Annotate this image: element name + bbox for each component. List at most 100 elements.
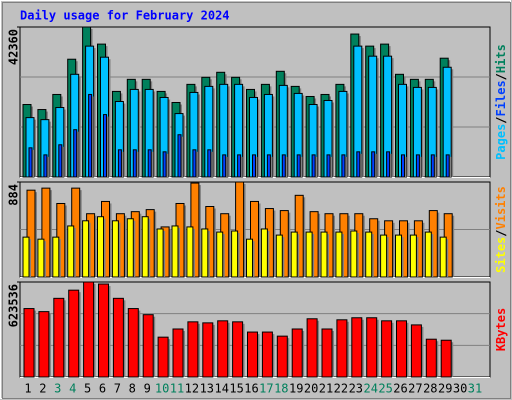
legend-separator: / bbox=[494, 230, 508, 237]
y-tick-label: 42360 bbox=[7, 29, 21, 65]
bar bbox=[351, 317, 363, 378]
bar bbox=[201, 228, 209, 278]
legend: KBytes bbox=[494, 308, 508, 351]
legend: Sites/Visits bbox=[494, 186, 508, 273]
legend-entry: Visits bbox=[494, 186, 508, 229]
bar bbox=[440, 339, 452, 378]
bar bbox=[58, 144, 63, 178]
bar bbox=[43, 154, 48, 178]
bar bbox=[52, 236, 60, 278]
bar bbox=[186, 226, 194, 278]
bar bbox=[275, 234, 283, 278]
bar bbox=[356, 151, 361, 178]
x-tick-label: 15 bbox=[229, 382, 243, 396]
x-tick-label: 8 bbox=[129, 382, 136, 396]
bar bbox=[132, 149, 137, 178]
x-tick-label: 26 bbox=[393, 382, 407, 396]
bar bbox=[311, 154, 316, 178]
bar bbox=[126, 218, 134, 278]
x-tick-label: 6 bbox=[99, 382, 106, 396]
bar bbox=[335, 231, 343, 278]
bar bbox=[261, 331, 273, 378]
bar bbox=[290, 231, 298, 278]
bar bbox=[162, 151, 167, 178]
x-tick-label: 16 bbox=[244, 382, 258, 396]
bar bbox=[217, 320, 229, 378]
bar bbox=[82, 220, 90, 278]
bar bbox=[142, 314, 154, 378]
bar bbox=[97, 216, 104, 278]
bar bbox=[207, 149, 212, 178]
bar bbox=[177, 134, 182, 178]
bar bbox=[53, 297, 65, 378]
bar bbox=[37, 238, 45, 278]
bar bbox=[83, 281, 95, 378]
x-tick-label: 10 bbox=[155, 382, 169, 396]
x-tick-label: 1 bbox=[24, 382, 31, 396]
x-tick-label: 7 bbox=[114, 382, 121, 396]
bar bbox=[410, 324, 422, 378]
bar bbox=[252, 154, 256, 178]
x-tick-label: 3 bbox=[54, 382, 61, 396]
x-tick-label: 29 bbox=[438, 382, 452, 396]
bar bbox=[305, 231, 313, 278]
bar bbox=[260, 228, 268, 278]
bar bbox=[266, 154, 271, 178]
x-tick-label: 13 bbox=[200, 382, 214, 396]
bar bbox=[341, 154, 346, 178]
x-tick-label: 28 bbox=[423, 382, 437, 396]
legend-entry: Files bbox=[494, 80, 508, 116]
legend-separator: / bbox=[494, 116, 508, 123]
bar bbox=[336, 319, 348, 378]
legend: Pages/Files/Hits bbox=[494, 44, 508, 160]
legend-entry: Hits bbox=[494, 44, 508, 73]
bar bbox=[28, 147, 33, 178]
bar bbox=[366, 317, 378, 378]
bar bbox=[112, 297, 124, 378]
bar bbox=[141, 216, 149, 278]
legend-entry: KBytes bbox=[494, 308, 508, 351]
bar bbox=[246, 238, 253, 278]
x-tick-label: 4 bbox=[69, 382, 76, 396]
bar bbox=[430, 154, 435, 178]
bar bbox=[395, 234, 402, 278]
bar bbox=[147, 149, 152, 178]
bar bbox=[371, 151, 376, 178]
legend-entry: Pages bbox=[494, 124, 508, 160]
bar bbox=[216, 231, 224, 278]
bar bbox=[445, 154, 450, 178]
x-tick-label: 19 bbox=[289, 382, 303, 396]
bar bbox=[98, 283, 109, 378]
bar bbox=[38, 311, 50, 378]
bar bbox=[67, 225, 75, 278]
x-tick-label: 25 bbox=[378, 382, 392, 396]
bar bbox=[439, 236, 447, 278]
bar bbox=[73, 129, 78, 178]
x-tick-label: 21 bbox=[319, 382, 333, 396]
bar bbox=[111, 220, 119, 278]
y-tick-label: 623536 bbox=[7, 284, 21, 327]
x-tick-label: 5 bbox=[84, 382, 91, 396]
bar bbox=[401, 154, 405, 178]
bar bbox=[172, 328, 184, 378]
bar bbox=[192, 149, 197, 178]
x-tick-label: 17 bbox=[259, 382, 273, 396]
bar bbox=[22, 236, 30, 278]
bar bbox=[396, 320, 407, 378]
bar bbox=[326, 154, 331, 178]
bar bbox=[222, 154, 227, 178]
bar bbox=[247, 331, 258, 378]
bar bbox=[202, 322, 214, 378]
bar bbox=[68, 289, 80, 378]
bar bbox=[306, 318, 318, 378]
x-tick-label: 27 bbox=[408, 382, 422, 396]
bar bbox=[425, 338, 437, 378]
x-tick-label: 18 bbox=[274, 382, 288, 396]
x-tick-label: 12 bbox=[185, 382, 199, 396]
bar bbox=[380, 234, 388, 278]
legend-entry: Sites bbox=[494, 237, 508, 273]
bar bbox=[386, 151, 391, 178]
bar bbox=[415, 154, 420, 178]
bar bbox=[103, 114, 107, 178]
